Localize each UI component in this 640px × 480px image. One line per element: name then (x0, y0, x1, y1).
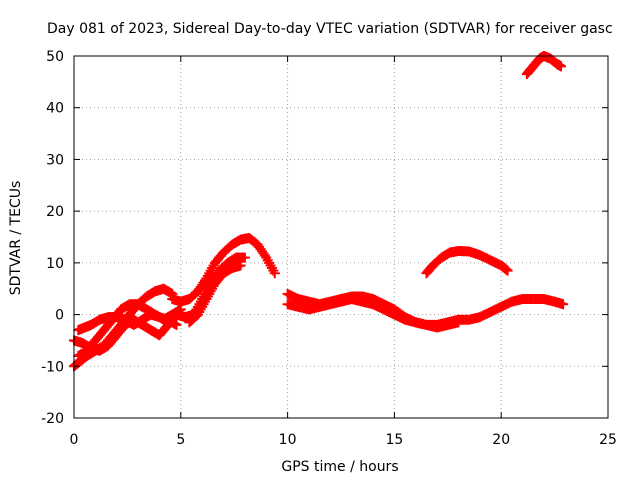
x-tick-label: 0 (70, 432, 79, 448)
series-track-5 (167, 233, 280, 307)
y-tick-label: -10 (41, 359, 64, 375)
x-axis-label: GPS time / hours (281, 459, 398, 475)
series-track-9 (282, 294, 464, 333)
series-track-4 (73, 309, 182, 336)
series-track-11 (521, 51, 567, 80)
frame-layer (73, 55, 609, 419)
series-track-10 (421, 245, 513, 279)
data-point (235, 260, 246, 271)
data-point (269, 268, 280, 279)
grid-layer (74, 56, 608, 418)
data-point (558, 299, 569, 310)
chart-title: Day 081 of 2023, Sidereal Day-to-day VTE… (47, 21, 613, 37)
y-tick-label: 50 (46, 49, 64, 65)
x-tick-label: 25 (599, 432, 617, 448)
data-layer (69, 51, 569, 372)
data-point (453, 317, 464, 328)
y-tick-label: -20 (41, 411, 64, 427)
y-axis-label: SDTVAR / TECUs (8, 181, 24, 296)
y-tick-label: 40 (46, 101, 64, 117)
data-point (556, 61, 567, 72)
y-tick-label: 30 (46, 152, 64, 168)
x-tick-label: 15 (385, 432, 403, 448)
y-tick-label: 20 (46, 204, 64, 220)
y-tick-label: 10 (46, 256, 64, 272)
plot-frame (73, 55, 609, 419)
label-layer: Day 081 of 2023, Sidereal Day-to-day VTE… (8, 21, 617, 475)
x-tick-label: 20 (492, 432, 510, 448)
y-tick-label: 0 (55, 308, 64, 324)
data-point (171, 319, 182, 330)
data-point (502, 265, 513, 276)
data-point (239, 252, 250, 263)
x-tick-label: 5 (176, 432, 185, 448)
series-track-7 (184, 260, 246, 328)
x-tick-label: 10 (279, 432, 297, 448)
